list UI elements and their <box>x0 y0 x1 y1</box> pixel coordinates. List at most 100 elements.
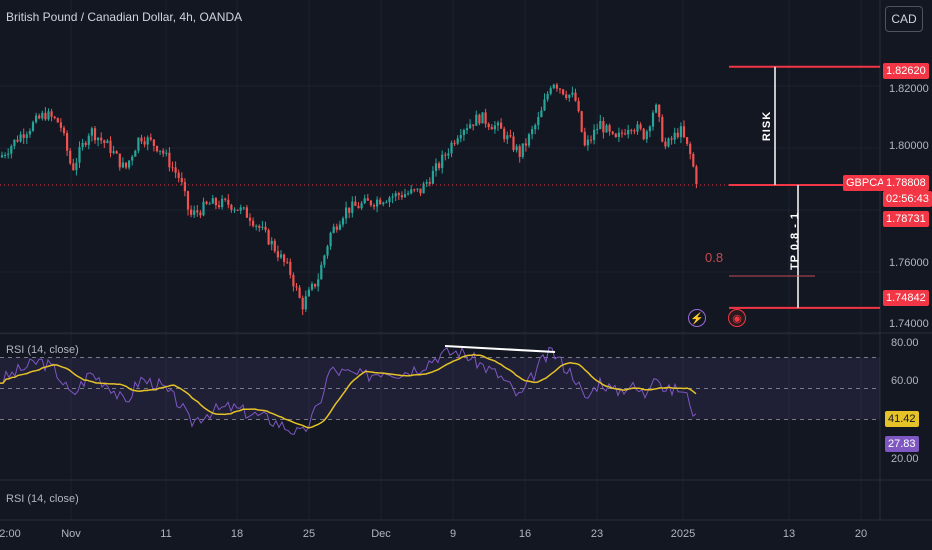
candle-body <box>103 140 106 144</box>
candle-body <box>106 140 109 144</box>
time-label-25: 25 <box>302 528 316 540</box>
candle-body <box>620 132 624 134</box>
candle-body <box>341 218 345 225</box>
candle-body <box>376 199 379 207</box>
candle-body <box>614 133 617 138</box>
candle-body <box>338 224 341 230</box>
time-label-0: 2:00 <box>0 528 21 540</box>
candle-body <box>307 289 310 297</box>
candle-body <box>224 198 227 200</box>
candle-body <box>574 92 577 101</box>
rsi-line <box>0 346 697 435</box>
candle-body <box>168 152 171 168</box>
rsi-title[interactable]: RSI (14, close) <box>6 344 79 356</box>
candle-body <box>314 283 317 287</box>
candle-body <box>596 129 599 131</box>
candle-body <box>332 226 335 233</box>
candle-body <box>379 199 382 205</box>
candle-body <box>279 254 283 258</box>
candle-body <box>676 132 679 138</box>
candle-body <box>456 138 459 144</box>
candle-body <box>431 170 434 184</box>
rsi-ma-line <box>0 353 697 429</box>
risk-label: RISK <box>761 110 774 142</box>
price-label-1-82: 1.82000 <box>889 83 929 95</box>
countdown-tag: 02:56:43 <box>883 191 932 207</box>
candle-body <box>624 133 627 135</box>
candle-body <box>410 189 413 194</box>
candle-body <box>159 150 162 152</box>
candle-body <box>25 134 28 138</box>
candle-body <box>202 201 205 216</box>
candle-body <box>469 124 472 129</box>
time-label-2025: 2025 <box>670 528 696 540</box>
candle-body <box>664 141 667 147</box>
candle-body <box>128 160 131 168</box>
candle-body <box>4 154 7 156</box>
candle-body <box>335 226 338 230</box>
candle-body <box>593 129 596 140</box>
candle-body <box>47 111 50 120</box>
candle-body <box>509 135 512 137</box>
candle-body <box>351 201 354 213</box>
rsi-ma-value-tag: 41.42 <box>885 411 919 427</box>
candlestick-series[interactable] <box>0 83 698 316</box>
candle-body <box>264 226 267 230</box>
candle-body <box>196 210 199 213</box>
candle-body <box>357 205 360 209</box>
candle-body <box>363 198 366 204</box>
divergence-line <box>444 345 556 353</box>
candle-body <box>611 131 614 134</box>
candle-body <box>22 134 25 138</box>
candle-body <box>636 124 639 132</box>
candle-body <box>28 130 31 135</box>
price-label-1-80: 1.80000 <box>889 140 929 152</box>
candle-body <box>62 127 66 134</box>
candle-body <box>69 150 72 164</box>
candle-body <box>506 135 509 140</box>
candle-body <box>211 198 214 204</box>
candle-body <box>208 203 211 205</box>
currency-button[interactable]: CAD <box>885 6 923 32</box>
position-drawings[interactable] <box>0 65 880 309</box>
candle-body <box>512 136 515 151</box>
candle-body <box>385 202 388 204</box>
rsi-title-2[interactable]: RSI (14, close) <box>6 493 79 505</box>
candle-body <box>326 246 329 256</box>
candle-body <box>248 217 252 221</box>
price-label-1-74: 1.74000 <box>889 318 929 330</box>
candle-body <box>199 212 202 216</box>
flag-icon[interactable]: ◉ <box>728 309 746 327</box>
candle-body <box>255 225 258 227</box>
candle-body <box>413 189 416 191</box>
candle-body <box>236 209 239 211</box>
candle-body <box>7 153 10 155</box>
candle-body <box>298 287 301 298</box>
candle-body <box>140 137 143 142</box>
candle-body <box>310 283 314 290</box>
candle-body <box>518 146 521 157</box>
candle-body <box>549 88 552 94</box>
tp-price-tag: 1.78731 <box>883 211 929 227</box>
rsi-series <box>0 345 880 435</box>
candle-body <box>555 84 558 89</box>
lightning-icon[interactable]: ⚡ <box>688 309 706 327</box>
candle-body <box>87 135 90 145</box>
candle-body <box>19 134 22 142</box>
candle-body <box>273 240 276 252</box>
candle-body <box>686 137 689 144</box>
time-label-9: 9 <box>449 528 457 540</box>
candle-body <box>441 154 444 169</box>
candle-body <box>651 112 655 127</box>
candle-body <box>608 125 611 132</box>
candle-body <box>186 191 190 210</box>
candle-body <box>586 139 589 146</box>
candle-body <box>500 122 503 129</box>
candle-body <box>258 225 261 228</box>
candle-body <box>397 193 400 196</box>
candle-body <box>112 151 115 154</box>
candle-body <box>655 104 658 113</box>
rsi-axis-80: 80.00 <box>891 337 919 349</box>
symbol-title: British Pound / Canadian Dollar, 4h, OAN… <box>6 10 243 24</box>
